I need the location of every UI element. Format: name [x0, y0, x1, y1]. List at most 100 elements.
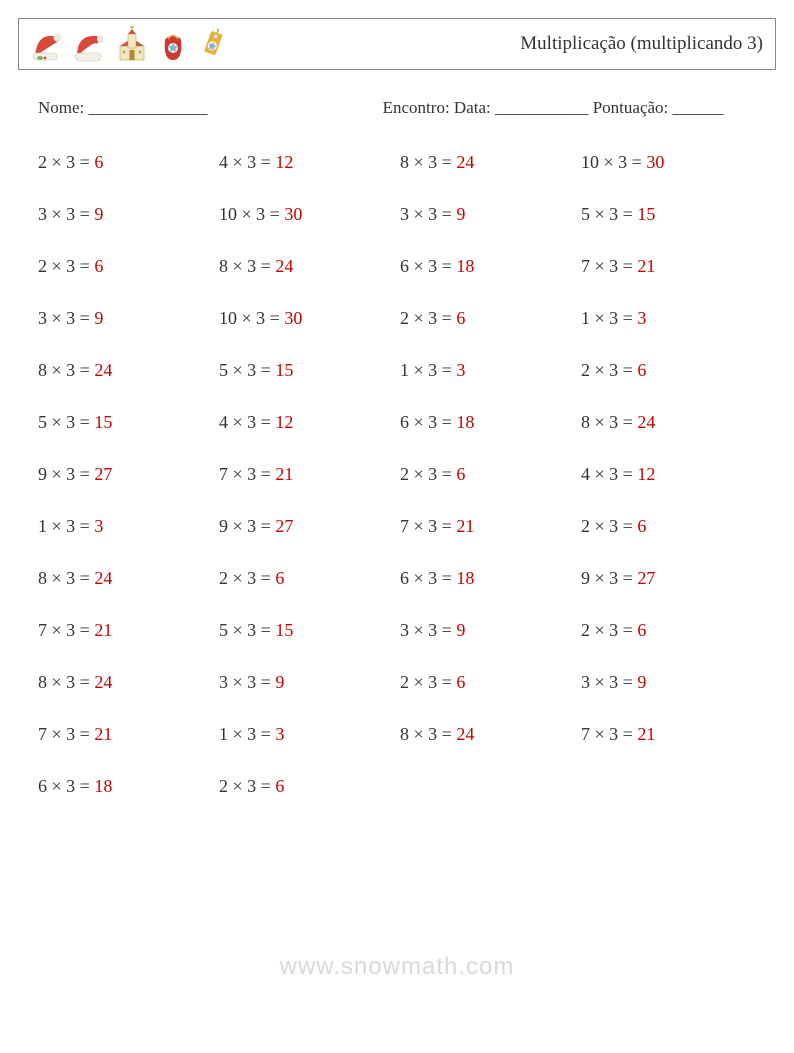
problem-answer: 6: [275, 776, 284, 796]
problem-expression: 8 × 3 =: [400, 152, 456, 172]
worksheet-page: Multiplicação (multiplicando 3) Nome: __…: [0, 0, 794, 1053]
problem-expression: 2 × 3 =: [581, 516, 637, 536]
problem-cell: 2 × 3 = 6: [219, 568, 394, 589]
problem-answer: 3: [94, 516, 103, 536]
problem-answer: 30: [284, 308, 302, 328]
problem-cell: 3 × 3 = 9: [38, 204, 213, 225]
problem-expression: 1 × 3 =: [400, 360, 456, 380]
problem-answer: 21: [94, 620, 112, 640]
problem-cell: 4 × 3 = 12: [219, 412, 394, 433]
problem-expression: 9 × 3 =: [219, 516, 275, 536]
problem-expression: 8 × 3 =: [38, 360, 94, 380]
problem-cell: 8 × 3 = 24: [38, 360, 213, 381]
problem-cell: 2 × 3 = 6: [400, 308, 575, 329]
problem-cell: 2 × 3 = 6: [400, 672, 575, 693]
problem-answer: 24: [94, 360, 112, 380]
problem-cell: 6 × 3 = 18: [400, 568, 575, 589]
problem-answer: 18: [94, 776, 112, 796]
church-icon: [117, 26, 147, 62]
problem-expression: 1 × 3 =: [219, 724, 275, 744]
problem-answer: 15: [275, 360, 293, 380]
problem-cell: 8 × 3 = 24: [581, 412, 756, 433]
problem-expression: 3 × 3 =: [38, 204, 94, 224]
problem-expression: 6 × 3 =: [400, 568, 456, 588]
problem-answer: 24: [275, 256, 293, 276]
problem-cell: 5 × 3 = 15: [219, 360, 394, 381]
problem-answer: 3: [637, 308, 646, 328]
problem-answer: 9: [94, 308, 103, 328]
problem-expression: 5 × 3 =: [219, 620, 275, 640]
problem-cell: 8 × 3 = 24: [400, 152, 575, 173]
problem-expression: 3 × 3 =: [38, 308, 94, 328]
problem-expression: 4 × 3 =: [219, 152, 275, 172]
problem-answer: 18: [456, 568, 474, 588]
problem-answer: 30: [284, 204, 302, 224]
problem-cell: 2 × 3 = 6: [219, 776, 394, 797]
problem-expression: 6 × 3 =: [38, 776, 94, 796]
problem-cell: 10 × 3 = 30: [219, 204, 394, 225]
problem-expression: 7 × 3 =: [581, 724, 637, 744]
problem-answer: 24: [94, 568, 112, 588]
problem-expression: 6 × 3 =: [400, 256, 456, 276]
problem-cell: 1 × 3 = 3: [38, 516, 213, 537]
problem-answer: 3: [456, 360, 465, 380]
problem-answer: 6: [637, 360, 646, 380]
problem-expression: 8 × 3 =: [400, 724, 456, 744]
problem-answer: 6: [456, 672, 465, 692]
problem-answer: 9: [94, 204, 103, 224]
problem-expression: 7 × 3 =: [400, 516, 456, 536]
problem-expression: 7 × 3 =: [219, 464, 275, 484]
problem-answer: 15: [94, 412, 112, 432]
problem-cell: 3 × 3 = 9: [400, 204, 575, 225]
name-field: Nome: ______________: [38, 98, 383, 118]
problem-cell: 7 × 3 = 21: [400, 516, 575, 537]
problem-answer: 21: [275, 464, 293, 484]
problem-answer: 6: [94, 152, 103, 172]
problem-answer: 27: [94, 464, 112, 484]
problem-answer: 18: [456, 256, 474, 276]
problem-cell: 3 × 3 = 9: [38, 308, 213, 329]
problem-answer: 6: [637, 620, 646, 640]
problem-expression: 10 × 3 =: [219, 308, 284, 328]
problem-answer: 6: [637, 516, 646, 536]
problem-cell: 3 × 3 = 9: [400, 620, 575, 641]
problem-cell: 9 × 3 = 27: [38, 464, 213, 485]
problem-expression: 3 × 3 =: [400, 204, 456, 224]
watermark: www.snowmath.com: [0, 953, 794, 981]
problem-cell: 2 × 3 = 6: [581, 360, 756, 381]
problem-answer: 27: [275, 516, 293, 536]
problem-cell: 1 × 3 = 3: [400, 360, 575, 381]
problem-expression: 10 × 3 =: [219, 204, 284, 224]
problem-expression: 9 × 3 =: [38, 464, 94, 484]
problem-answer: 12: [275, 412, 293, 432]
problem-expression: 4 × 3 =: [581, 464, 637, 484]
problem-expression: 2 × 3 =: [581, 620, 637, 640]
problem-expression: 2 × 3 =: [38, 152, 94, 172]
problem-expression: 3 × 3 =: [400, 620, 456, 640]
problem-expression: 1 × 3 =: [38, 516, 94, 536]
problem-expression: 8 × 3 =: [38, 568, 94, 588]
problem-answer: 6: [275, 568, 284, 588]
problem-expression: 5 × 3 =: [219, 360, 275, 380]
problem-cell: [581, 776, 756, 797]
problem-expression: 9 × 3 =: [581, 568, 637, 588]
problem-answer: 6: [456, 308, 465, 328]
problem-expression: 8 × 3 =: [38, 672, 94, 692]
problem-cell: 2 × 3 = 6: [581, 516, 756, 537]
problem-cell: 8 × 3 = 24: [38, 568, 213, 589]
problem-answer: 27: [637, 568, 655, 588]
problem-expression: 2 × 3 =: [219, 568, 275, 588]
problem-cell: 1 × 3 = 3: [219, 724, 394, 745]
problem-answer: 12: [637, 464, 655, 484]
problem-answer: 9: [637, 672, 646, 692]
problem-cell: 2 × 3 = 6: [581, 620, 756, 641]
problem-cell: 4 × 3 = 12: [581, 464, 756, 485]
problem-cell: 7 × 3 = 21: [581, 724, 756, 745]
santa-hat-red-icon: [73, 28, 105, 62]
problem-expression: 7 × 3 =: [581, 256, 637, 276]
problem-answer: 15: [275, 620, 293, 640]
problem-cell: 9 × 3 = 27: [581, 568, 756, 589]
problem-cell: 7 × 3 = 21: [38, 620, 213, 641]
problem-expression: 6 × 3 =: [400, 412, 456, 432]
problem-cell: 3 × 3 = 9: [219, 672, 394, 693]
